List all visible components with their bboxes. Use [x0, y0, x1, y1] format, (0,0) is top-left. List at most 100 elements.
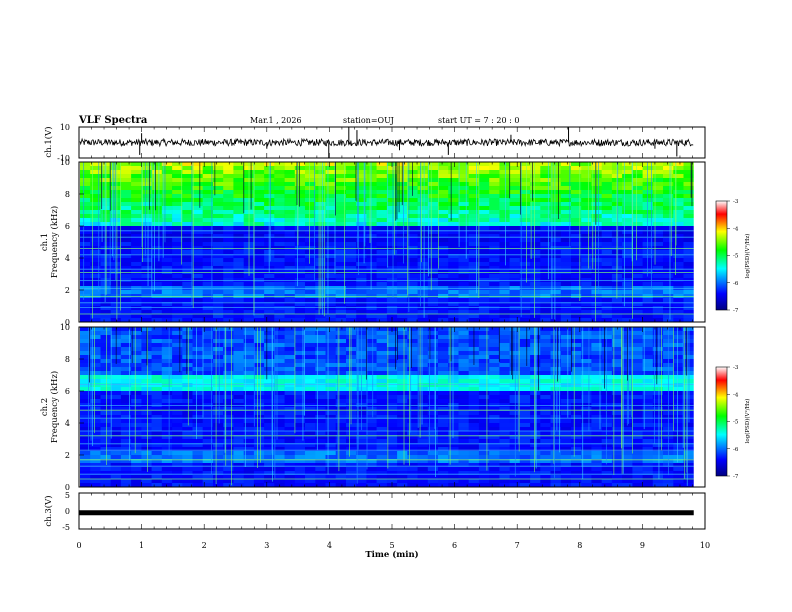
spectrogram-cell [305, 306, 316, 311]
spectrogram-cell [652, 435, 664, 440]
spectrogram-cell [571, 282, 582, 287]
spectrogram-cell [673, 451, 684, 456]
spectrogram-cell [192, 455, 204, 460]
spectrogram-cell [151, 170, 163, 175]
spectrogram-cell [213, 371, 224, 376]
spectrogram-cell [161, 419, 173, 424]
spectrogram-cell [489, 206, 500, 211]
spectrogram-cell [90, 226, 101, 231]
spectrogram-cell [80, 419, 91, 424]
spectrogram-cell [335, 310, 347, 315]
spectrogram-cell [478, 467, 490, 472]
spectrogram-cell [427, 335, 439, 340]
spectrogram-cell [386, 262, 398, 267]
spectrogram-cell [438, 274, 449, 279]
spectrogram-cell [581, 391, 592, 396]
spectrogram-cell [294, 451, 306, 456]
spectrogram-cell [100, 471, 112, 476]
spectrogram-cell [151, 302, 163, 307]
spectrogram-cell [397, 431, 408, 436]
spectrogram-cell [489, 415, 500, 420]
spectrogram-cell [438, 471, 449, 476]
spectrogram-cell [192, 162, 204, 167]
spectrogram-cell [581, 202, 592, 207]
spectrogram-cell [560, 371, 572, 376]
spectrogram-cell [294, 331, 306, 336]
spectrogram-cell [673, 463, 684, 468]
spectrogram-cell [397, 274, 408, 279]
spectrogram-cell [417, 451, 429, 456]
spectrogram-cell [427, 431, 439, 436]
spectrogram-cell [120, 391, 132, 396]
spectrogram-cell [499, 274, 510, 279]
spectrogram-cell [141, 290, 152, 295]
spectrogram-cell [458, 290, 470, 295]
spectrogram-cell [356, 467, 367, 472]
spectrogram-cell [530, 238, 541, 243]
spectrogram-cell [346, 314, 357, 319]
spectrogram-cell [151, 367, 163, 372]
spectrogram-cell [673, 367, 684, 372]
spectrogram-cell [284, 367, 296, 372]
ch1-colorbar-label: log(PSD)(V²/Hz) [744, 234, 751, 279]
spectrogram-cell [253, 238, 265, 243]
spectrogram-cell [417, 262, 429, 267]
spectrogram-cell [335, 178, 347, 183]
spectrogram-cell [172, 375, 183, 380]
spectrogram-cell [376, 343, 388, 348]
spectrogram-cell [335, 399, 347, 404]
spectrogram-cell [448, 471, 459, 476]
spectrogram-cell [172, 467, 183, 472]
spectrogram-cell [458, 182, 470, 187]
spectrogram-cell [141, 214, 152, 219]
spectrogram-cell [509, 230, 521, 235]
spectrogram-cell [202, 190, 214, 195]
spectrogram-cell [223, 234, 234, 239]
spectrogram-cell [386, 234, 398, 239]
spectrogram-cell [519, 218, 531, 223]
spectrogram-cell [315, 467, 326, 472]
spectrogram-cell [489, 419, 500, 424]
spectrogram-cell [683, 298, 695, 303]
spectrogram-cell [632, 262, 643, 267]
spectrogram-cell [151, 242, 163, 247]
spectrogram-cell [632, 198, 643, 203]
spectrogram-cell [397, 371, 408, 376]
spectrogram-cell [356, 459, 367, 464]
spectrogram-cell [622, 170, 633, 175]
spectrogram-cell [243, 298, 255, 303]
spectrogram-cell [141, 459, 152, 464]
spectrogram-cell [346, 186, 357, 191]
spectrogram-cell [560, 258, 572, 263]
spectrogram-cell [294, 182, 306, 187]
spectrogram-cell [530, 254, 541, 259]
spectrogram-cell [90, 238, 101, 243]
spectrogram-cell [427, 351, 439, 356]
spectrogram-cell [182, 327, 193, 332]
spectrogram-cell [652, 427, 664, 432]
spectrogram-cell [131, 391, 142, 396]
spectrogram-cell [601, 343, 613, 348]
spectrogram-cell [632, 347, 643, 352]
spectrogram-cell [458, 226, 470, 231]
spectrogram-cell [642, 391, 654, 396]
spectrogram-cell [652, 282, 664, 287]
spectrogram-cell [192, 375, 204, 380]
spectrogram-cell [468, 467, 480, 472]
spectrogram-cell [427, 419, 439, 424]
spectrogram-cell [182, 419, 193, 424]
spectrogram-cell [397, 359, 408, 364]
spectrogram-cell [601, 290, 613, 295]
spectrogram-cell [468, 242, 480, 247]
spectrogram-cell [519, 343, 531, 348]
spectrogram-cell [519, 262, 531, 267]
spectrogram-cell [161, 250, 173, 255]
spectrogram-cell [560, 335, 572, 340]
spectrogram-cell [376, 451, 388, 456]
spectrogram-cell [366, 447, 377, 452]
spectrogram-cell [386, 343, 398, 348]
spectrogram-cell [151, 306, 163, 311]
spectrogram-cell [346, 262, 357, 267]
spectrogram-cell [151, 310, 163, 315]
spectrogram-cell [284, 258, 296, 263]
